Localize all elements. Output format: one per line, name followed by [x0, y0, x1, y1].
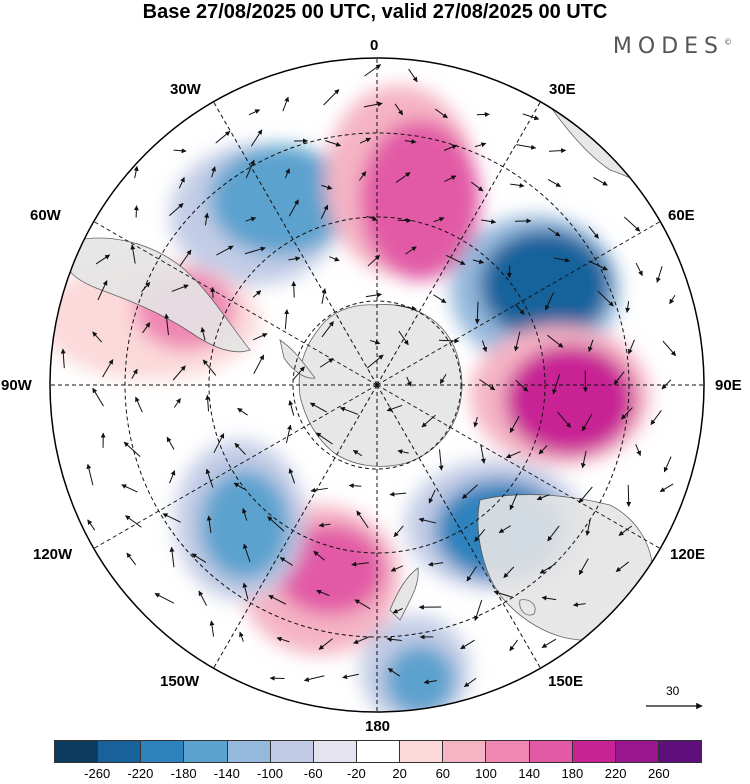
colorbar-tick-label: 180: [562, 766, 584, 781]
wind-arrow: [628, 485, 629, 507]
colorbar-cell: [659, 741, 701, 762]
colorbar-cell: [530, 741, 573, 762]
lon-label-60w: 60W: [30, 207, 61, 224]
colorbar-tick-label: -140: [214, 766, 240, 781]
lon-label-30e: 30E: [549, 81, 576, 98]
colorbar-cell: [443, 741, 486, 762]
colorbar-tick-label: -260: [84, 766, 110, 781]
colorbar-cell: [184, 741, 227, 762]
colorbar-cell: [141, 741, 184, 762]
colorbar-cell: [357, 741, 400, 762]
colorbar-tick-label: 20: [392, 766, 406, 781]
lon-label-150e: 150E: [548, 673, 583, 690]
colorbar-tick-label: 260: [648, 766, 670, 781]
colorbar: [54, 740, 702, 763]
colorbar-cell: [55, 741, 98, 762]
colorbar-tick-label: -180: [171, 766, 197, 781]
lon-label-0: 0: [370, 37, 378, 54]
polar-map: [0, 0, 750, 740]
colorbar-tick-label: -220: [127, 766, 153, 781]
colorbar-tick-label: 60: [436, 766, 450, 781]
wind-arrow: [509, 266, 510, 278]
colorbar-tick-label: -20: [347, 766, 366, 781]
lon-label-90e: 90E: [715, 377, 742, 394]
colorbar-cell: [228, 741, 271, 762]
lon-label-60e: 60E: [668, 207, 695, 224]
colorbar-tick-label: 140: [518, 766, 540, 781]
colorbar-cell: [98, 741, 141, 762]
lon-label-90w: 90W: [1, 377, 32, 394]
lon-label-150w: 150W: [160, 673, 199, 690]
colorbar-cell: [573, 741, 616, 762]
reference-vector-label: 30: [666, 684, 679, 698]
lon-label-120w: 120W: [33, 546, 72, 563]
anomaly-negative-center-east: [480, 230, 610, 340]
colorbar-tick-label: 100: [475, 766, 497, 781]
colorbar-cell: [616, 741, 659, 762]
colorbar-cell: [486, 741, 529, 762]
colorbar-cell: [314, 741, 357, 762]
lon-label-120e: 120E: [670, 546, 705, 563]
lon-label-30w: 30W: [170, 81, 201, 98]
colorbar-tick-label: -100: [257, 766, 283, 781]
colorbar-cell: [271, 741, 314, 762]
anomaly-positive-center-east: [505, 345, 635, 455]
colorbar-ticks: -260 -220 -180 -140 -100 -60 -20 20 60 100 140 180 2…: [0, 766, 750, 784]
colorbar-tick-label: -60: [304, 766, 323, 781]
colorbar-tick-label: 220: [605, 766, 627, 781]
wind-arrow: [294, 282, 295, 298]
lon-label-180: 180: [365, 718, 390, 735]
colorbar-cell: [400, 741, 443, 762]
